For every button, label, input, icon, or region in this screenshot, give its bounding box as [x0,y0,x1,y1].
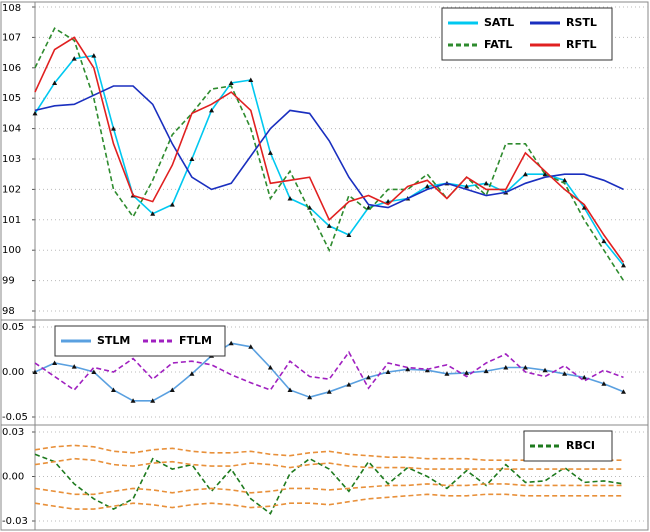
legend-label: RSTL [566,16,597,29]
series-marker [326,223,332,228]
series-marker [405,366,411,372]
series-marker [307,394,313,400]
series-marker [522,365,528,370]
series-marker [542,367,548,373]
series-marker [522,171,528,177]
series-marker [326,389,332,394]
series-marker [32,110,38,116]
series-marker [346,232,352,237]
legend-label: STLM [97,334,130,347]
y-tick-label: 107 [2,32,21,43]
series-marker [581,374,587,380]
series-marker [52,80,58,85]
y-tick-label: 100 [2,245,21,256]
legend-label: FATL [484,38,512,51]
y-tick-label: 0.03 [2,427,24,438]
series-line [34,36,625,263]
series-marker [189,156,195,161]
series-marker [601,381,607,386]
series-marker [91,53,97,58]
series-marker [562,371,568,376]
series-marker [620,389,626,394]
y-tick-label: 0.00 [2,367,24,378]
series-marker [32,369,38,374]
y-tick-label: 102 [2,184,21,195]
y-tick-label: -0.03 [2,516,28,527]
series-marker [228,340,234,346]
legend-box [441,7,613,61]
series-marker [562,177,568,183]
series-marker [365,374,371,380]
series-marker [620,262,626,268]
legend-label: SATL [484,16,514,29]
series-marker [287,387,293,392]
panel-frame [0,424,649,531]
series-marker [346,382,352,387]
series-marker [267,365,273,370]
legend-label: RBCI [566,439,595,452]
series-marker [424,183,430,189]
y-tick-label: 0.00 [2,472,24,483]
series-marker [110,126,116,131]
series-marker [189,371,195,376]
series-marker [71,364,77,369]
y-tick-label: -0.05 [2,412,28,423]
legend-label: FTLM [179,334,212,347]
series-line [34,27,625,282]
series-marker [248,344,254,349]
series-marker [385,369,391,374]
series-line [34,350,624,392]
series-marker [464,370,470,375]
series-marker [581,205,587,210]
series-marker [209,107,215,113]
y-tick-label: 0.05 [2,322,24,333]
series-marker [601,238,607,244]
y-tick-label: 99 [2,276,15,287]
series-marker [464,183,470,189]
series-line [34,483,624,496]
series-marker [287,196,293,201]
series-marker [248,77,254,82]
series-marker [52,360,58,365]
series-line [34,457,624,470]
y-tick-label: 101 [2,215,21,226]
series-marker [307,205,313,210]
y-tick-label: 98 [2,306,15,317]
series-marker [444,371,450,376]
legend-label: RFTL [566,38,597,51]
series-marker [71,56,77,61]
series-marker [91,369,97,374]
series-marker [483,180,489,186]
series-marker [483,368,489,374]
series-marker [267,150,273,155]
series-marker [542,171,548,177]
series-line [34,85,624,209]
y-tick-label: 104 [2,124,21,135]
series-line [34,453,624,515]
series-marker [150,211,156,216]
series-marker [130,398,136,403]
series-marker [228,80,234,85]
series-marker [110,387,116,392]
series-line [34,493,624,510]
y-tick-label: 103 [2,154,21,165]
y-tick-label: 105 [2,93,21,104]
series-marker [150,398,156,403]
series-marker [503,365,509,370]
series-marker [169,387,175,392]
y-tick-label: 108 [2,3,21,14]
series-marker [169,202,175,207]
y-tick-label: 106 [2,63,21,74]
